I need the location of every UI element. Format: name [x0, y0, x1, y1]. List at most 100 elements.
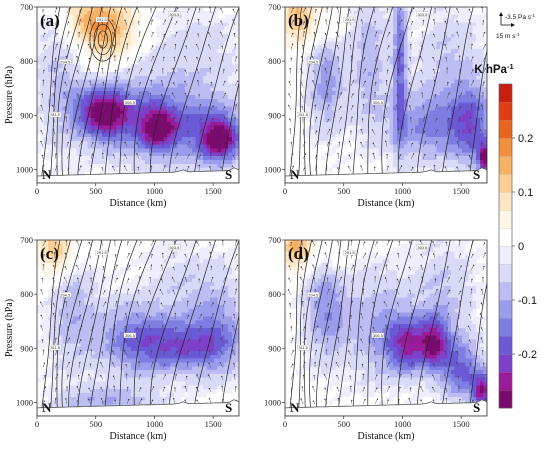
contour-label: 311.5 — [298, 345, 308, 350]
colorbar-cell — [498, 245, 513, 265]
y-tick-label: 900 — [268, 343, 281, 353]
y-tick-label: 700 — [20, 2, 33, 12]
y-tick-label: 1000 — [264, 164, 281, 174]
colorbar-cell — [498, 209, 513, 229]
colorbar-cell — [498, 317, 513, 337]
x-tick-label: 500 — [337, 419, 350, 429]
y-axis-label: Pressure (hPa) — [4, 66, 15, 124]
x-tick-label: 0 — [283, 419, 287, 429]
reference-vertical-label: -3.5 Pa s-1 — [505, 13, 536, 21]
x-tick-label: 0 — [283, 186, 287, 196]
colorbar-cell — [498, 173, 513, 193]
contour-label: 294.5 — [308, 59, 319, 64]
panel-label: (b) — [288, 11, 309, 30]
terrain — [37, 167, 239, 183]
terrain — [285, 167, 487, 183]
y-axis-label: Pressure (hPa) — [4, 299, 15, 357]
colorbar-tick-label: 0 — [518, 241, 524, 253]
colorbar-cell — [498, 335, 513, 355]
y-tick-label: 1000 — [264, 397, 281, 407]
contour-label: 303.5 — [169, 245, 180, 250]
x-axis-label: Distance (km) — [358, 198, 415, 209]
colorbar-title: K hPa-1 — [474, 62, 513, 76]
colorbar-tick-label: 0.2 — [518, 133, 533, 145]
colorbar-cell — [498, 353, 513, 373]
x-tick-label: 0 — [35, 186, 39, 196]
x-tick-label: 1500 — [205, 186, 222, 196]
x-tick-label: 0 — [35, 419, 39, 429]
south-label: S — [473, 400, 480, 415]
shaded-field — [37, 240, 239, 416]
panel-label: (a) — [40, 11, 60, 30]
y-tick-label: 700 — [268, 2, 281, 12]
contour-label: 291.5 — [97, 17, 108, 22]
north-label: N — [290, 400, 300, 415]
colorbar-tick-label: -0.1 — [518, 295, 537, 307]
colorbar: K hPa-1 0.2 0.1 0 -0.1 -0.2 — [474, 62, 537, 409]
contour-label: 303.5 — [169, 12, 180, 17]
colorbar-tick-label: -0.2 — [518, 349, 537, 361]
y-tick-label: 800 — [20, 289, 33, 299]
y-tick-label: 800 — [268, 289, 281, 299]
colorbar-cell — [498, 119, 513, 139]
contour-label: 303.5 — [417, 12, 428, 17]
contour-label: 291.5 — [345, 17, 356, 22]
shaded-field — [285, 7, 487, 183]
y-tick-label: 800 — [268, 56, 281, 66]
colorbar-tick-label: 0.1 — [518, 187, 533, 199]
south-label: S — [225, 400, 232, 415]
contour-label: 303.5 — [417, 245, 428, 250]
colorbar-cell — [498, 83, 513, 103]
x-axis-label: Distance (km) — [110, 198, 167, 209]
colorbar-cell — [498, 101, 513, 121]
colorbar-cell — [498, 263, 513, 283]
x-tick-label: 1000 — [146, 186, 163, 196]
x-tick-label: 500 — [337, 186, 350, 196]
plot-frame — [284, 239, 488, 417]
x-tick-label: 500 — [89, 186, 102, 196]
contour-label: 306.5 — [373, 333, 384, 338]
x-tick-label: 1000 — [394, 419, 411, 429]
panel-d: 0 500 1000 1500 700 800 900 1000 Distance (km) (d… — [264, 235, 488, 442]
terrain — [285, 399, 487, 416]
y-tick-label: 900 — [20, 110, 33, 120]
reference-horizontal-label: 15 m s-1 — [496, 32, 520, 40]
wind-vectors — [287, 240, 487, 405]
contour-label: 291.5 — [97, 250, 108, 255]
terrain — [37, 399, 239, 416]
y-tick-label: 800 — [20, 56, 33, 66]
wind-vectors — [39, 7, 239, 172]
contour-label: 291.5 — [345, 250, 356, 255]
north-label: N — [290, 167, 300, 182]
north-label: N — [42, 400, 52, 415]
x-tick-label: 1500 — [205, 419, 222, 429]
x-tick-label: 500 — [89, 419, 102, 429]
contour-label: 311.5 — [50, 112, 60, 117]
x-tick-label: 1000 — [394, 186, 411, 196]
plot-frame — [36, 6, 240, 184]
panel-label: (d) — [288, 244, 309, 263]
y-tick-label: 700 — [268, 235, 281, 245]
panel-label: (c) — [40, 244, 59, 263]
contour-label: 306.5 — [125, 100, 136, 105]
colorbar-cell — [498, 389, 513, 409]
south-label: S — [225, 167, 232, 182]
x-tick-label: 1500 — [453, 419, 470, 429]
reference-vector: -3.5 Pa s-1 15 m s-1 — [496, 12, 536, 40]
contour-label: 294.5 — [60, 292, 71, 297]
contour-label: 311.5 — [50, 345, 60, 350]
contour-label: 306.5 — [125, 333, 136, 338]
y-tick-label: 900 — [20, 343, 33, 353]
wind-vectors — [39, 240, 239, 405]
contour-label: 294.5 — [308, 292, 319, 297]
x-tick-label: 1500 — [453, 186, 470, 196]
contour-label: 311.5 — [298, 112, 308, 117]
panel-a: 0 500 1000 1500 700 800 900 1000 Distance (km) Pr… — [4, 2, 240, 209]
plot-frame — [284, 6, 488, 184]
colorbar-cell — [498, 137, 513, 157]
y-tick-label: 700 — [20, 235, 33, 245]
north-label: N — [42, 167, 52, 182]
y-tick-label: 1000 — [16, 164, 33, 174]
panel-c: 0 500 1000 1500 700 800 900 1000 Distance (km) Pr… — [4, 235, 240, 442]
